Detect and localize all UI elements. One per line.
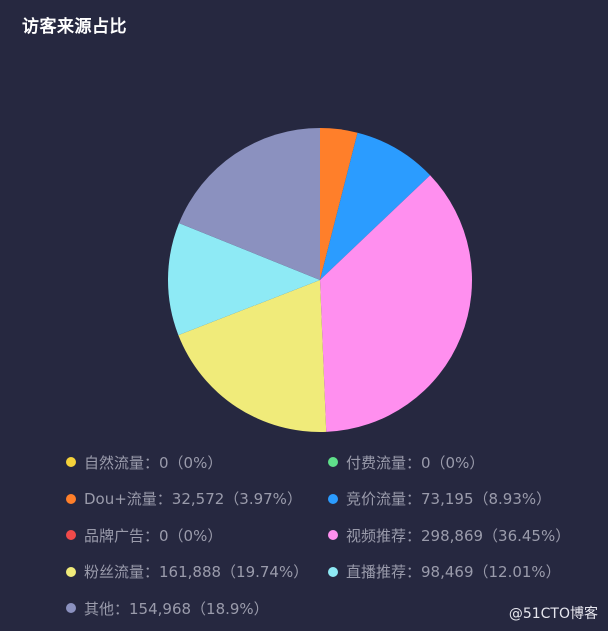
legend-row: Dou+流量：32,572（3.97%） 竞价流量：73,195（8.93%） — [66, 481, 586, 518]
watermark: @51CTO博客 — [508, 606, 598, 622]
legend-label: 粉丝流量：161,888（19.74%） — [84, 563, 309, 582]
legend-label: 自然流量：0（0%） — [84, 453, 223, 472]
pie-slice[interactable] — [320, 132, 431, 280]
legend-label: 品牌广告：0（0%） — [84, 526, 223, 545]
legend-dot-icon — [328, 493, 338, 504]
legend-label: Dou+流量：32,572（3.97%） — [84, 490, 302, 509]
legend-item-paid[interactable]: 付费流量：0（0%） — [328, 452, 484, 473]
legend-row: 其他：154,968（18.9%） — [66, 590, 586, 627]
pie-chart-svg — [168, 128, 472, 433]
legend-row: 品牌广告：0（0%） 视频推荐：298,869（36.45%） — [66, 517, 586, 554]
pie-slice[interactable] — [168, 223, 320, 336]
legend-row: 自然流量：0（0%） 付费流量：0（0%） — [66, 444, 586, 481]
legend-item-fans[interactable]: 粉丝流量：161,888（19.74%） — [66, 561, 328, 582]
legend-dot-icon — [66, 493, 76, 504]
chart-title: 访客来源占比 — [22, 17, 127, 37]
legend-dot-icon — [66, 566, 76, 577]
legend-dot-icon — [328, 457, 338, 468]
legend-label: 竞价流量：73,195（8.93%） — [346, 490, 552, 509]
legend-item-dou[interactable]: Dou+流量：32,572（3.97%） — [66, 488, 328, 509]
legend-label: 其他：154,968（18.9%） — [84, 599, 269, 618]
legend-item-brand-ads[interactable]: 品牌广告：0（0%） — [66, 525, 328, 546]
legend-item-bidding[interactable]: 竞价流量：73,195（8.93%） — [328, 488, 551, 509]
chart-legend: 自然流量：0（0%） 付费流量：0（0%） Dou+流量：32,572（3.97… — [66, 444, 586, 627]
legend-dot-icon — [66, 603, 76, 614]
legend-label: 直播推荐：98,469（12.01%） — [346, 563, 561, 582]
legend-item-other[interactable]: 其他：154,968（18.9%） — [66, 598, 328, 619]
legend-label: 视频推荐：298,869（36.45%） — [346, 526, 571, 545]
legend-label: 付费流量：0（0%） — [346, 453, 485, 472]
legend-dot-icon — [328, 530, 338, 541]
legend-dot-icon — [328, 566, 338, 577]
pie-slice[interactable] — [320, 175, 472, 432]
legend-item-natural[interactable]: 自然流量：0（0%） — [66, 452, 328, 473]
legend-item-live-recommend[interactable]: 直播推荐：98,469（12.01%） — [328, 561, 561, 582]
pie-slice[interactable] — [179, 128, 320, 280]
legend-dot-icon — [66, 530, 76, 541]
pie-chart — [167, 127, 473, 433]
pie-slice[interactable] — [320, 128, 358, 280]
legend-row: 粉丝流量：161,888（19.74%） 直播推荐：98,469（12.01%） — [66, 554, 586, 591]
legend-item-video-recommend[interactable]: 视频推荐：298,869（36.45%） — [328, 525, 570, 546]
pie-slice[interactable] — [178, 280, 327, 433]
legend-dot-icon — [66, 457, 76, 468]
